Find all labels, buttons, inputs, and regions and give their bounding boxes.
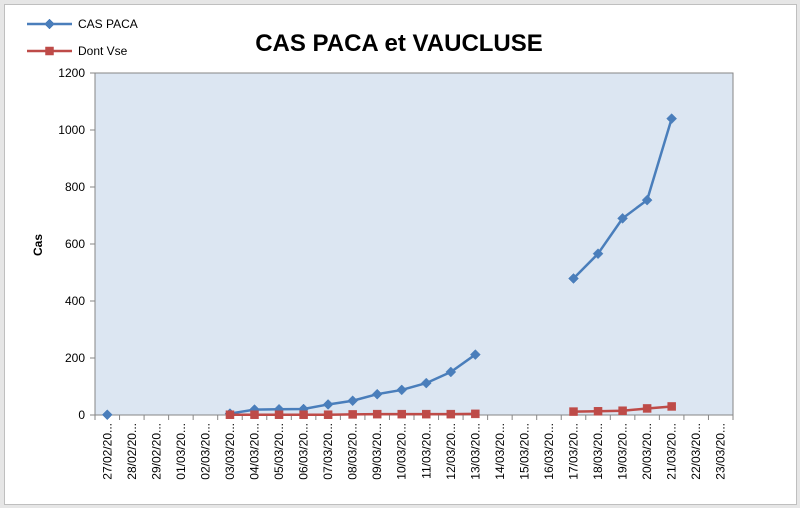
data-point xyxy=(347,395,359,407)
legend-marker xyxy=(45,46,54,56)
x-tick-labels: 27/02/20... 28/02/20... 29/02/20... 01/03/2… xyxy=(100,423,727,480)
data-point xyxy=(372,409,382,419)
data-point xyxy=(299,410,308,419)
plot-area xyxy=(94,72,734,416)
legend-item-dont-vse: Dont Vse xyxy=(27,44,128,58)
y-tick-label: 400 xyxy=(65,294,85,308)
data-point xyxy=(322,399,334,410)
y-tick-labels: 0 200 400 600 800 1000 1200 xyxy=(58,66,85,422)
data-point xyxy=(420,377,432,389)
legend: CAS PACA Dont Vse xyxy=(27,17,138,58)
data-point xyxy=(469,349,481,360)
data-point xyxy=(568,273,579,284)
x-tick-label: 06/03/20... xyxy=(297,423,311,480)
x-tick-label: 13/03/20... xyxy=(468,423,482,480)
data-point xyxy=(592,248,604,260)
y-tick-label: 800 xyxy=(65,180,85,194)
data-point xyxy=(641,194,653,206)
data-point xyxy=(617,212,628,224)
x-tick-label: 07/03/20... xyxy=(321,423,335,480)
y-tick-label: 600 xyxy=(65,237,85,251)
x-tick-label: 19/03/20... xyxy=(616,423,630,480)
data-point xyxy=(667,402,676,411)
data-point xyxy=(397,409,406,419)
data-point xyxy=(225,410,235,419)
y-tick-label: 200 xyxy=(65,351,85,365)
x-tick-label: 04/03/20... xyxy=(248,423,262,480)
data-point xyxy=(446,409,456,419)
x-tick-label: 16/03/20... xyxy=(542,423,556,480)
legend-item-cas-paca: CAS PACA xyxy=(27,17,138,31)
x-tick-label: 20/03/20... xyxy=(640,423,654,480)
data-point xyxy=(348,410,357,419)
y-axis-label: Cas xyxy=(31,234,45,256)
data-point xyxy=(593,407,603,416)
x-tick-label: 08/03/20... xyxy=(346,423,360,480)
x-tick-label: 09/03/20... xyxy=(370,423,384,480)
x-tick-label: 17/03/20... xyxy=(567,423,581,480)
x-tick-label: 23/03/20... xyxy=(714,423,728,480)
data-point xyxy=(323,410,333,419)
data-point xyxy=(642,404,652,413)
data-point xyxy=(445,366,457,378)
legend-label: CAS PACA xyxy=(78,17,138,31)
data-point xyxy=(666,113,678,124)
x-tick-label: 12/03/20... xyxy=(444,423,458,480)
x-tick-label: 22/03/20... xyxy=(689,423,703,480)
data-point xyxy=(618,406,627,415)
x-tick-label: 11/03/20... xyxy=(419,423,433,479)
x-tick-label: 14/03/20... xyxy=(493,423,507,480)
y-tick-label: 1000 xyxy=(58,123,85,137)
legend-label: Dont Vse xyxy=(78,44,128,58)
x-tick-label: 29/02/20... xyxy=(149,423,163,480)
data-point xyxy=(274,410,284,419)
x-tick-label: 18/03/20... xyxy=(591,423,605,480)
data-point xyxy=(101,409,113,421)
x-tick-label: 01/03/20... xyxy=(174,423,188,480)
x-tick-label: 05/03/20... xyxy=(272,423,286,480)
series-group xyxy=(101,113,678,421)
data-point xyxy=(422,409,431,419)
data-point xyxy=(569,407,578,416)
x-tick-label: 21/03/20... xyxy=(665,423,679,480)
x-tick-label: 03/03/20... xyxy=(223,423,237,480)
data-point xyxy=(250,410,259,419)
data-point xyxy=(471,409,480,419)
y-tick-label: 1200 xyxy=(58,66,85,80)
series-dont-vse xyxy=(225,402,676,419)
x-tick-label: 27/02/20... xyxy=(100,423,114,480)
x-tick-label: 28/02/20... xyxy=(125,423,139,480)
x-tick-label: 15/03/20... xyxy=(517,423,531,480)
data-point xyxy=(371,388,383,400)
data-point xyxy=(396,384,408,396)
legend-marker xyxy=(44,18,55,30)
series-cas-paca xyxy=(101,113,678,421)
y-tick-label: 0 xyxy=(78,408,85,422)
x-tick-label: 10/03/20... xyxy=(395,423,409,480)
x-tick-label: 02/03/20... xyxy=(198,423,212,480)
chart-title: CAS PACA et VAUCLUSE xyxy=(255,30,543,57)
